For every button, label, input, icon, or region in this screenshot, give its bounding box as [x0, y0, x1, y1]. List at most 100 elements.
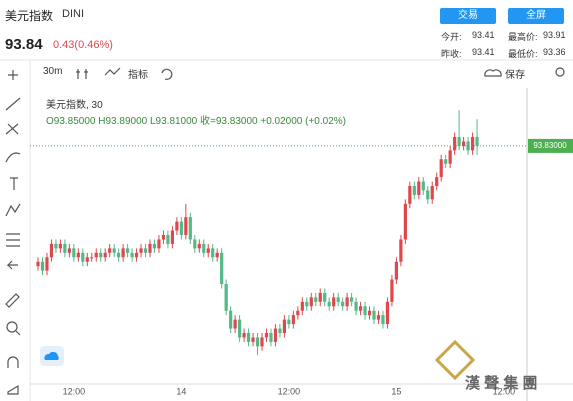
stat-label: 最低价:	[508, 49, 538, 59]
candle-body	[255, 337, 260, 347]
stat-value: 93.41	[472, 30, 495, 40]
candle-body	[130, 252, 134, 258]
candle-body	[291, 315, 295, 325]
candle-body	[188, 217, 192, 240]
candle-body	[45, 257, 49, 271]
candle-body	[143, 248, 148, 253]
candle-body	[457, 137, 461, 146]
candle-body	[238, 319, 242, 338]
candle-body	[453, 137, 457, 151]
legend-title: 美元指数, 30	[46, 100, 103, 111]
instrument-name: 美元指数	[5, 9, 54, 23]
candle-body	[376, 315, 381, 320]
candle-body	[85, 257, 89, 262]
candle-body	[385, 301, 390, 325]
candle-body	[269, 333, 273, 342]
candle-body	[421, 181, 425, 191]
candle-body	[148, 243, 152, 253]
watermark-text: 漢 聲 集 團	[465, 374, 538, 392]
candle-body	[193, 239, 197, 249]
cloud-icon	[44, 351, 59, 360]
candle-body	[90, 257, 94, 259]
candle-body	[58, 243, 62, 249]
interval[interactable]: 30m	[43, 66, 63, 77]
candle-body	[233, 319, 237, 329]
change: 0.43(0.46%)	[53, 39, 113, 51]
x-tick-label: 12:00	[493, 386, 516, 396]
stat-label: 昨收:	[441, 49, 462, 59]
price-tag	[528, 138, 573, 153]
candle-body	[134, 252, 139, 258]
candle-body	[76, 252, 80, 258]
candle-body	[403, 203, 407, 240]
candle-body	[309, 297, 313, 307]
candle-body	[251, 337, 255, 342]
x-tick-label: 15	[391, 386, 401, 396]
fullscreen-button[interactable]: 全屏	[508, 8, 564, 24]
candle-body	[54, 243, 58, 249]
x-tick-label: 14	[176, 386, 186, 396]
candle-body	[99, 252, 103, 258]
stat-value: 93.36	[543, 47, 566, 57]
candle-body	[108, 248, 112, 253]
candle-body	[161, 235, 166, 240]
stat-label: 今开:	[441, 32, 462, 42]
candle-body	[332, 297, 336, 307]
candle-body	[475, 137, 479, 146]
candle-body	[412, 186, 416, 195]
candle-body	[448, 150, 452, 164]
candle-body	[358, 306, 363, 311]
trade-button[interactable]: 交易	[440, 8, 496, 24]
price-tag-label: 93.83000	[533, 141, 567, 150]
candle-body	[354, 301, 358, 311]
stat-label: 最高价:	[508, 32, 538, 42]
candle-body	[417, 181, 421, 195]
candle-body	[462, 141, 466, 146]
candle-body	[103, 252, 107, 258]
candle-body	[112, 248, 116, 253]
stat-value: 93.91	[543, 30, 566, 40]
candle-body	[67, 248, 71, 253]
price: 93.84	[5, 36, 43, 53]
candle-body	[470, 137, 475, 151]
candle-body	[72, 248, 76, 258]
candle-body	[260, 337, 264, 347]
candle-body	[296, 310, 300, 316]
candle-body	[372, 310, 376, 320]
candle-body	[170, 230, 174, 244]
candle-body	[367, 310, 372, 316]
candle-body	[439, 159, 443, 178]
x-tick-label: 12:00	[63, 386, 86, 396]
watermark-logo	[434, 339, 476, 381]
candle-body	[166, 235, 170, 244]
candle-body	[336, 297, 340, 302]
candle-body	[435, 177, 439, 186]
x-tick-label: 12:00	[278, 386, 301, 396]
candle-body	[390, 279, 394, 302]
candle-body	[175, 221, 179, 231]
save[interactable]: 保存	[505, 70, 525, 81]
candle-body	[229, 310, 233, 329]
instrument-code: DINI	[62, 8, 84, 20]
candle-body	[49, 243, 54, 258]
candle-body	[242, 333, 246, 338]
candle-body	[139, 248, 143, 253]
candle-body	[273, 328, 278, 342]
indicators[interactable]: 指标	[128, 70, 148, 81]
candle-body	[264, 333, 269, 338]
candle-body	[381, 315, 385, 325]
candle-body	[430, 186, 434, 200]
candle-body	[363, 306, 367, 316]
tool-icons[interactable]	[5, 67, 565, 395]
candle-body	[36, 261, 40, 267]
candle-body	[246, 333, 251, 342]
candle-body	[327, 301, 331, 307]
candle-body	[202, 243, 206, 253]
candle-body	[206, 248, 210, 253]
candle-body	[126, 248, 130, 253]
candle-body	[224, 284, 228, 311]
candle-body	[305, 301, 309, 307]
legend-ohlc: O93.85000 H93.89000 L93.81000 收=93.83000…	[46, 116, 346, 127]
